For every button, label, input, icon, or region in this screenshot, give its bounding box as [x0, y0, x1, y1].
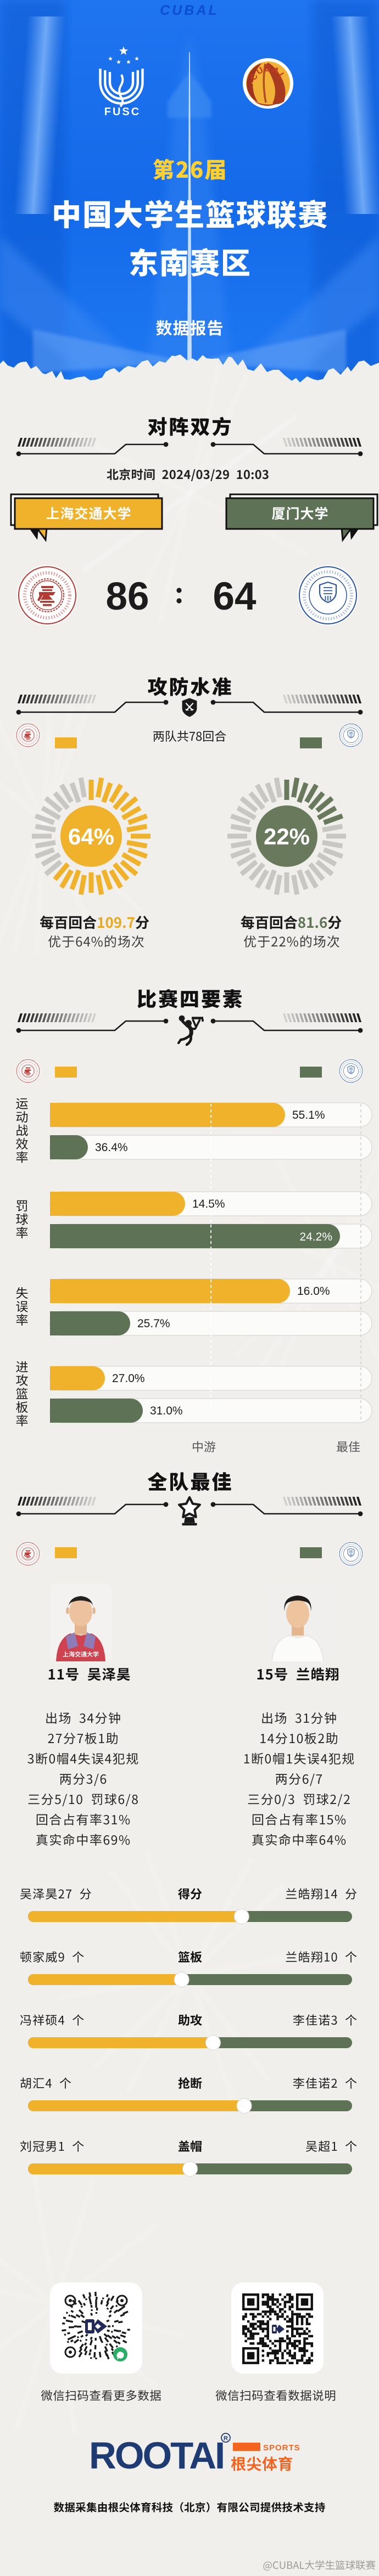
svg-text:31.0%: 31.0%	[150, 1405, 183, 1417]
svg-text:22%: 22%	[264, 824, 310, 849]
svg-text:CUBAL: CUBAL	[160, 3, 219, 18]
svg-text:64%: 64%	[68, 824, 114, 849]
svg-text:SPORTS: SPORTS	[263, 2443, 300, 2453]
svg-text:25.7%: 25.7%	[137, 1317, 170, 1330]
svg-text:16.0%: 16.0%	[297, 1285, 330, 1298]
svg-text:14.5%: 14.5%	[192, 1198, 225, 1210]
svg-text:ROOTAI: ROOTAI	[89, 2434, 224, 2477]
svg-text:36.4%: 36.4%	[95, 1141, 128, 1154]
svg-text:24.2%: 24.2%	[299, 1231, 332, 1243]
svg-text:64: 64	[213, 575, 257, 618]
svg-text:27.0%: 27.0%	[112, 1372, 145, 1385]
svg-text:FUSC: FUSC	[104, 106, 141, 118]
svg-text:R: R	[224, 2436, 228, 2442]
svg-text:55.1%: 55.1%	[292, 1109, 325, 1121]
svg-text:86: 86	[106, 575, 149, 618]
